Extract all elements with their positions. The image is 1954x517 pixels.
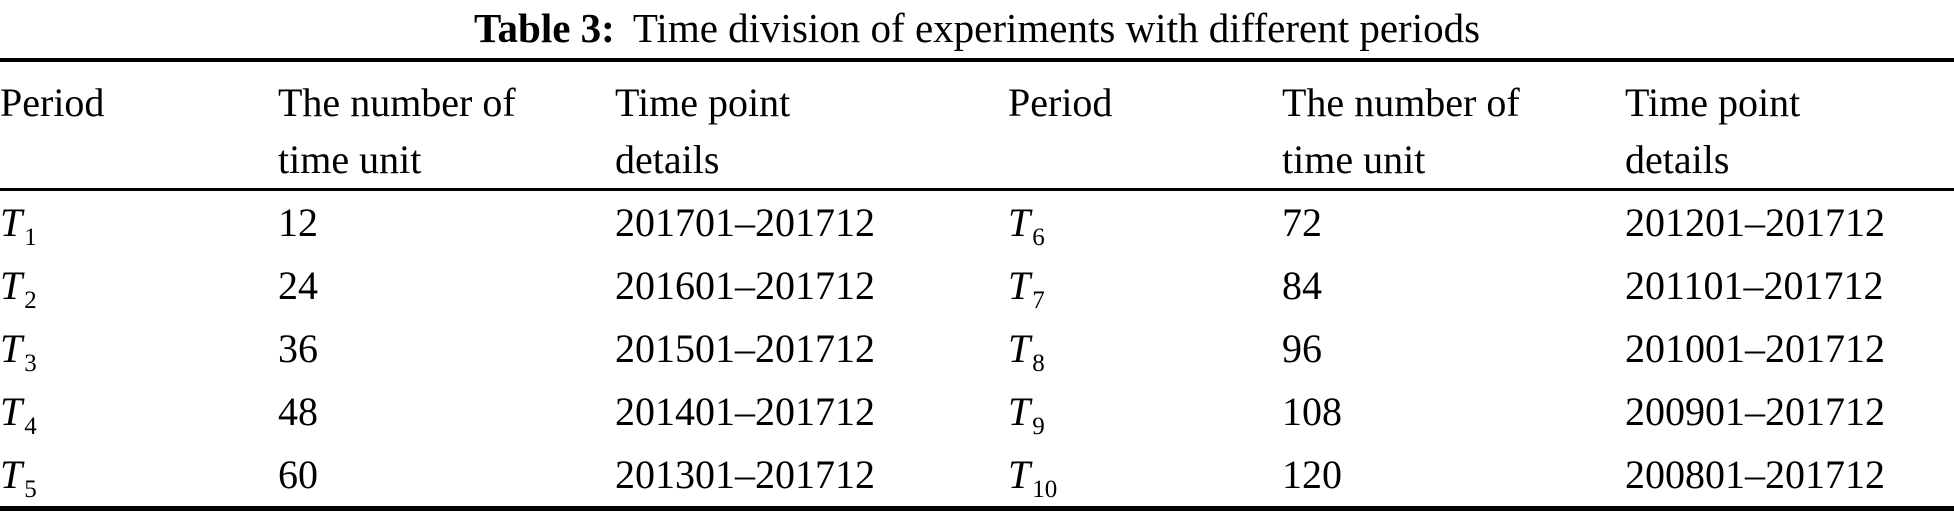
table-body: T1 12 201701–201712 T6 72 201201–201712 …	[0, 190, 1954, 509]
header-row: Period The number of time unit Time poin…	[0, 60, 1954, 191]
range-cell: 201201–201712	[1625, 199, 1885, 245]
period-symbol: T	[1008, 262, 1031, 308]
period-cell: T6	[1008, 190, 1282, 255]
range-cell: 201401–201712	[615, 388, 875, 434]
period-symbol: T	[1008, 388, 1031, 434]
range-cell: 201601–201712	[615, 262, 875, 308]
table-row: T3 36 201501–201712 T8 96 201001–201712	[0, 317, 1954, 380]
table-row: T1 12 201701–201712 T6 72 201201–201712	[0, 190, 1954, 255]
time-division-table: Period The number of time unit Time poin…	[0, 58, 1954, 511]
header-line: Time point	[1625, 80, 1801, 125]
header-line: time unit	[278, 137, 422, 182]
table-header: Period The number of time unit Time poin…	[0, 60, 1954, 191]
units-cell: 108	[1282, 388, 1342, 434]
period-symbol: T	[0, 262, 23, 308]
header-line: details	[615, 137, 720, 182]
period-subscript: 7	[1032, 286, 1045, 314]
header-line: The number of	[1282, 80, 1520, 125]
header-line: The number of	[278, 80, 516, 125]
range-cell: 201001–201712	[1625, 325, 1885, 371]
header-line: Period	[0, 80, 105, 125]
units-cell: 36	[278, 325, 318, 371]
period-cell: T1	[0, 190, 278, 255]
period-cell: T10	[1008, 443, 1282, 509]
units-cell: 12	[278, 199, 318, 245]
period-cell: T8	[1008, 317, 1282, 380]
range-cell: 200901–201712	[1625, 388, 1885, 434]
period-subscript: 10	[1032, 475, 1058, 503]
period-subscript: 6	[1032, 223, 1045, 251]
period-subscript: 4	[24, 412, 37, 440]
header-units-left: The number of time unit	[278, 60, 615, 191]
period-cell: T2	[0, 254, 278, 317]
period-subscript: 3	[24, 349, 37, 377]
period-subscript: 5	[24, 475, 37, 503]
units-cell: 96	[1282, 325, 1322, 371]
period-subscript: 1	[24, 223, 37, 251]
period-cell: T9	[1008, 380, 1282, 443]
header-line: time unit	[1282, 137, 1426, 182]
table-row: T5 60 201301–201712 T10 120 200801–20171…	[0, 443, 1954, 509]
table-caption: Table 3: Time division of experiments wit…	[0, 0, 1954, 58]
header-period-left: Period	[0, 60, 278, 191]
units-cell: 48	[278, 388, 318, 434]
period-cell: T3	[0, 317, 278, 380]
units-cell: 72	[1282, 199, 1322, 245]
range-cell: 201101–201712	[1625, 262, 1884, 308]
period-symbol: T	[0, 451, 23, 497]
header-range-left: Time point details	[615, 60, 1008, 191]
range-cell: 200801–201712	[1625, 451, 1885, 497]
range-cell: 201701–201712	[615, 199, 875, 245]
period-subscript: 2	[24, 286, 37, 314]
header-line: Time point	[615, 80, 791, 125]
header-period-right: Period	[1008, 60, 1282, 191]
table-row: T2 24 201601–201712 T7 84 201101–201712	[0, 254, 1954, 317]
period-subscript: 9	[1032, 412, 1045, 440]
header-line: Period	[1008, 80, 1113, 125]
units-cell: 120	[1282, 451, 1342, 497]
period-symbol: T	[1008, 199, 1031, 245]
header-range-right: Time point details	[1625, 60, 1954, 191]
period-subscript: 8	[1032, 349, 1045, 377]
period-symbol: T	[0, 199, 23, 245]
period-symbol: T	[1008, 451, 1031, 497]
header-line: details	[1625, 137, 1730, 182]
period-symbol: T	[0, 325, 23, 371]
range-cell: 201301–201712	[615, 451, 875, 497]
period-cell: T5	[0, 443, 278, 509]
header-units-right: The number of time unit	[1282, 60, 1625, 191]
table-caption-label: Table 3:	[473, 5, 615, 51]
units-cell: 84	[1282, 262, 1322, 308]
units-cell: 24	[278, 262, 318, 308]
period-cell: T4	[0, 380, 278, 443]
units-cell: 60	[278, 451, 318, 497]
period-symbol: T	[0, 388, 23, 434]
table-row: T4 48 201401–201712 T9 108 200901–201712	[0, 380, 1954, 443]
period-cell: T7	[1008, 254, 1282, 317]
range-cell: 201501–201712	[615, 325, 875, 371]
period-symbol: T	[1008, 325, 1031, 371]
table-caption-text: Time division of experiments with differ…	[632, 5, 1481, 51]
